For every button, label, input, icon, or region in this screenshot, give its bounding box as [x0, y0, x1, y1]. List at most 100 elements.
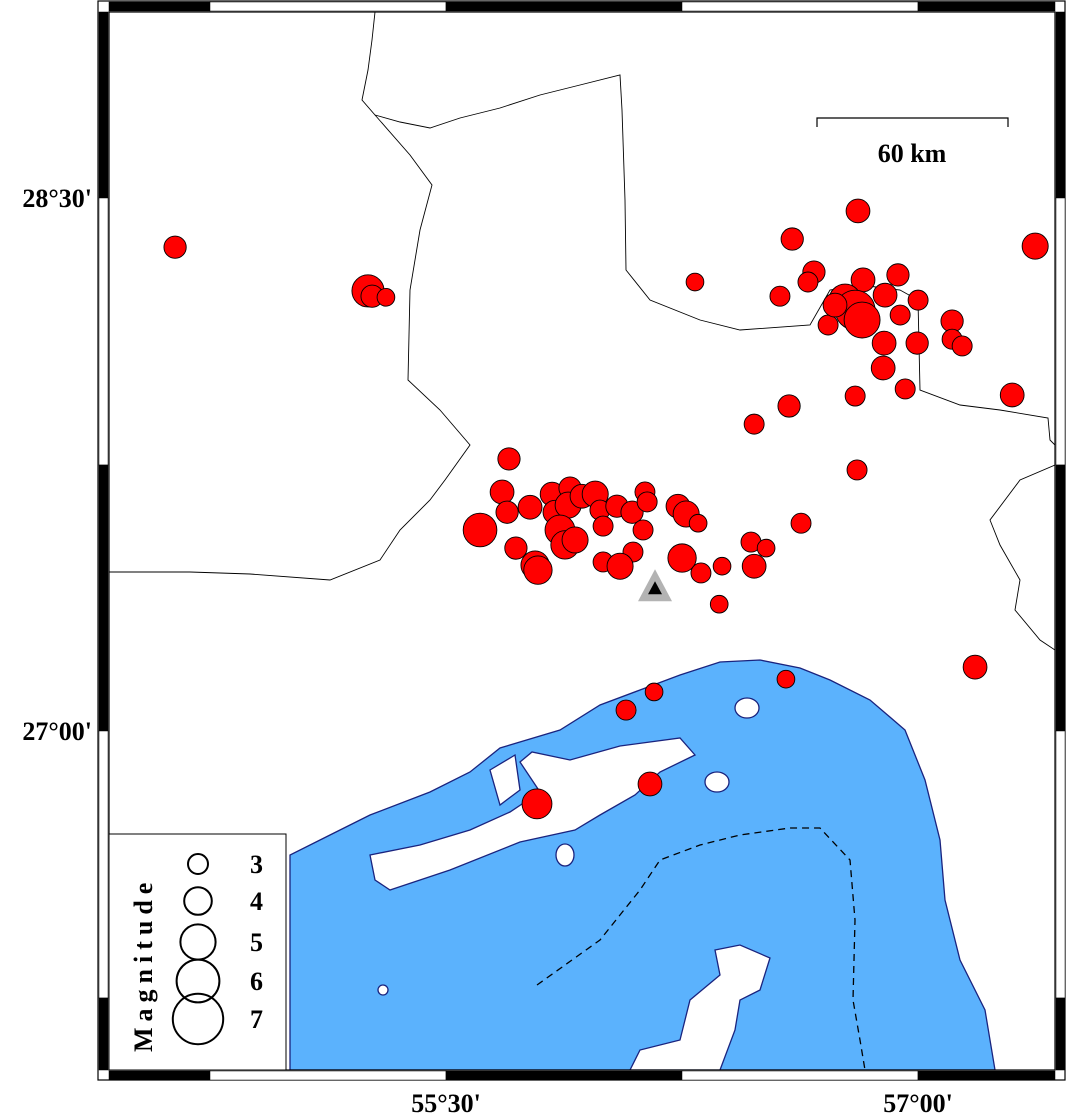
earthquake-event	[905, 331, 929, 355]
earthquake-event	[797, 271, 819, 293]
frame-segment	[1055, 11, 1066, 199]
earthquake-event	[743, 413, 765, 435]
earthquake-event	[1021, 232, 1049, 260]
frame-segment	[917, 1, 1056, 12]
earthquake-event	[620, 500, 644, 524]
earthquake-event	[667, 543, 697, 573]
lat-label: 28°30'	[22, 184, 92, 213]
earthquake-event	[790, 512, 812, 534]
legend-circle	[175, 958, 221, 1004]
frame-segment	[1055, 464, 1066, 732]
island	[377, 984, 389, 996]
khuran-islets	[489, 753, 521, 807]
earthquake-event	[845, 198, 871, 224]
frame-segment	[98, 11, 109, 199]
lon-label: 55°30'	[411, 1089, 481, 1118]
frame-segment	[108, 1, 211, 12]
earthquake-event	[523, 555, 553, 585]
earthquake-event	[843, 301, 881, 339]
earthquake-events	[163, 198, 1049, 820]
earthquake-event	[776, 669, 796, 689]
frame-segment	[98, 997, 109, 1071]
earthquake-event	[871, 330, 897, 356]
scale-bar-label: 60 km	[878, 139, 947, 168]
frame-segment	[445, 1070, 683, 1081]
legend-label: 4	[250, 887, 263, 916]
earthquake-event	[951, 335, 973, 357]
earthquake-event	[886, 263, 910, 287]
earthquake-event	[561, 526, 589, 554]
earthquake-event	[846, 459, 868, 481]
station-inner-triangle	[648, 581, 663, 595]
earthquake-event	[615, 699, 637, 721]
frame-segment	[98, 197, 109, 466]
earthquake-event	[462, 512, 498, 548]
legend-label: 3	[250, 850, 263, 879]
earthquake-event	[489, 479, 515, 505]
frame-segment	[98, 464, 109, 732]
legend-label: 5	[250, 928, 263, 957]
earthquake-event	[889, 304, 911, 326]
earthquake-event	[870, 355, 896, 381]
earthquake-event	[907, 289, 929, 311]
earthquake-event	[999, 382, 1025, 408]
triangle-station-icon	[638, 569, 673, 602]
earthquake-event	[504, 536, 528, 560]
frame-segment	[681, 1, 919, 12]
earthquake-event	[780, 227, 804, 251]
frame-segment	[445, 1, 683, 12]
earthquake-event	[712, 556, 732, 576]
frame-segment	[1055, 197, 1066, 466]
legend-circle	[187, 853, 209, 875]
earthquake-event	[777, 394, 801, 418]
legend-circle	[171, 992, 225, 1046]
frame-segment	[1055, 730, 1066, 999]
frame-segment	[1055, 997, 1066, 1071]
sea	[289, 659, 996, 1070]
earthquake-event	[636, 491, 658, 513]
province-border	[109, 114, 471, 581]
island	[704, 771, 730, 793]
frame-segment	[917, 1070, 1056, 1081]
earthquake-event	[872, 282, 898, 308]
earthquake-event	[817, 314, 839, 336]
earthquake-event	[376, 287, 396, 307]
earthquake-event	[592, 515, 614, 537]
scale-bar: 60 km	[816, 117, 1009, 168]
earthquake-event	[688, 513, 708, 533]
earthquake-event	[741, 553, 767, 579]
lon-label: 57°00'	[883, 1089, 953, 1118]
earthquake-event	[962, 654, 988, 680]
earthquake-event	[517, 494, 543, 520]
magnitude-legend: Magnitude 3 4 5 6 7	[108, 833, 287, 1071]
legend-title: Magnitude	[129, 877, 158, 1052]
legend-label: 6	[250, 967, 263, 996]
earthquake-event	[690, 562, 712, 584]
earthquake-event	[637, 771, 663, 797]
earthquake-event	[769, 285, 791, 307]
earthquake-event	[163, 235, 187, 259]
earthquake-event	[632, 519, 654, 541]
frame-segment	[98, 730, 109, 999]
earthquake-event	[685, 272, 705, 292]
island	[555, 843, 575, 867]
legend-circle	[183, 886, 213, 916]
earthquake-event	[644, 682, 664, 702]
island	[734, 697, 760, 719]
frame-segment	[209, 1, 447, 12]
earthquake-event	[709, 594, 729, 614]
earthquake-event	[606, 552, 634, 580]
earthquake-event	[894, 378, 916, 400]
province-border	[989, 464, 1055, 651]
earthquake-event	[521, 788, 553, 820]
earthquake-event	[497, 447, 521, 471]
map-frame	[97, 0, 1066, 1081]
legend-label: 7	[250, 1005, 263, 1034]
frame-segment	[681, 1070, 919, 1081]
province-border	[361, 12, 1055, 446]
frame-segment	[108, 1070, 211, 1081]
earthquake-event	[844, 385, 866, 407]
musandam-land	[629, 944, 771, 1070]
earthquake-event	[822, 292, 848, 318]
